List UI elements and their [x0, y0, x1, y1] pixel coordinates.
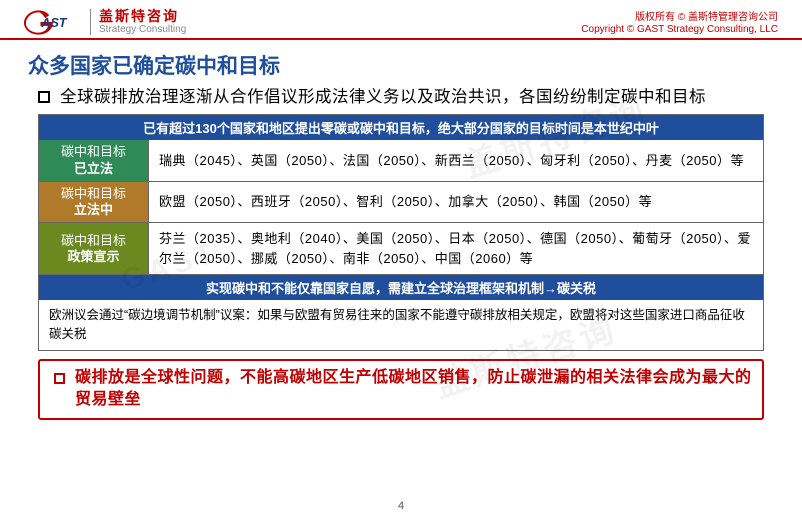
- square-bullet-icon: [38, 91, 50, 103]
- table-row: 碳中和目标政策宣示芬兰（2035）、奥地利（2040）、美国（2050）、日本（…: [38, 223, 764, 275]
- copyright-cn: 版权所有 © 盖斯特管理咨询公司: [581, 12, 778, 24]
- logo-block: AST 盖斯特咨询 Strategy Consulting: [24, 8, 186, 36]
- callout-box: 碳排放是全球性问题，不能高碳地区生产低碳地区销售，防止碳泄漏的相关法律会成为最大…: [38, 359, 764, 420]
- row-label: 碳中和目标已立法: [39, 140, 149, 182]
- slide-title: 众多国家已确定碳中和目标: [0, 40, 802, 86]
- hollow-square-icon: [54, 373, 65, 384]
- band-top: 已有超过130个国家和地区提出零碳或碳中和目标，绝大部分国家的目标时间是本世纪中…: [38, 114, 764, 140]
- intro-text: 全球碳排放治理逐渐从合作倡议形成法律义务以及政治共识，各国纷纷制定碳中和目标: [60, 86, 706, 108]
- logo-text-en: Strategy Consulting: [99, 24, 186, 35]
- copyright-en: Copyright © GAST Strategy Consulting, LL…: [581, 24, 778, 36]
- row-content: 瑞典（2045）、英国（2050）、法国（2050）、新西兰（2050）、匈牙利…: [149, 140, 764, 182]
- row-label: 碳中和目标立法中: [39, 182, 149, 224]
- svg-text:AST: AST: [40, 16, 67, 30]
- table-row: 碳中和目标立法中欧盟（2050）、西班牙（2050）、智利（2050）、加拿大（…: [38, 182, 764, 224]
- callout-text: 碳排放是全球性问题，不能高碳地区生产低碳地区销售，防止碳泄漏的相关法律会成为最大…: [75, 367, 752, 412]
- page-number: 4: [0, 500, 802, 512]
- logo-text-cn: 盖斯特咨询: [99, 9, 186, 24]
- row-content: 欧盟（2050）、西班牙（2050）、智利（2050）、加拿大（2050）、韩国…: [149, 182, 764, 224]
- note-text: 欧洲议会通过“碳边境调节机制”议案：如果与欧盟有贸易往来的国家不能遵守碳排放相关…: [39, 300, 764, 351]
- intro-row: 全球碳排放治理逐渐从合作倡议形成法律义务以及政治共识，各国纷纷制定碳中和目标: [0, 86, 802, 114]
- row-label: 碳中和目标政策宣示: [39, 223, 149, 275]
- header: AST 盖斯特咨询 Strategy Consulting 版权所有 © 盖斯特…: [0, 0, 802, 40]
- band-mid: 实现碳中和不能仅靠国家自愿，需建立全球治理框架和机制→碳关税: [38, 275, 764, 300]
- gast-logo-icon: AST: [24, 8, 82, 36]
- row-content: 芬兰（2035）、奥地利（2040）、美国（2050）、日本（2050）、德国（…: [149, 223, 764, 275]
- copyright-block: 版权所有 © 盖斯特管理咨询公司 Copyright © GAST Strate…: [581, 12, 778, 36]
- table-row: 碳中和目标已立法瑞典（2045）、英国（2050）、法国（2050）、新西兰（2…: [38, 140, 764, 182]
- status-table: 已有超过130个国家和地区提出零碳或碳中和目标，绝大部分国家的目标时间是本世纪中…: [0, 114, 802, 351]
